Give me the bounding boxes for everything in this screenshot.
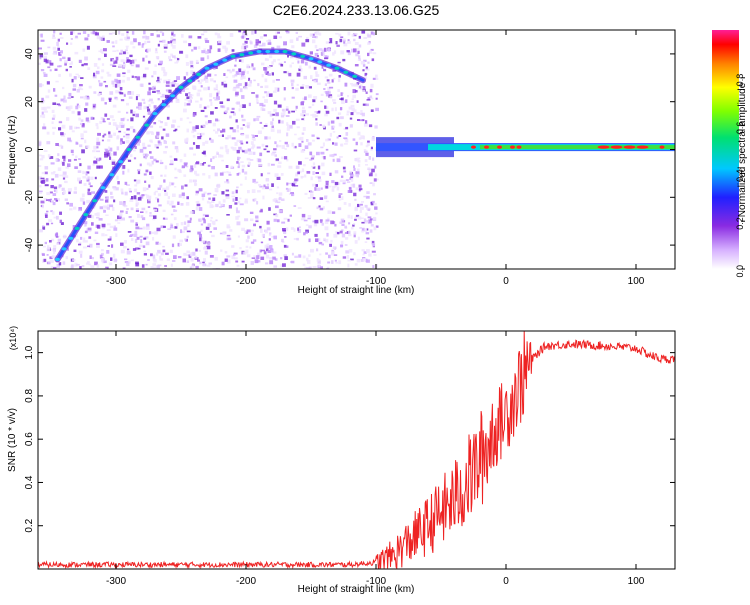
snr-xtick-label: 100	[628, 576, 645, 587]
snr-panel: -300 -200 -100 0 100 0.2 0.4 0.6 0.8 1.0 Height o…	[7, 326, 676, 595]
carrier-peaks	[471, 145, 665, 149]
spectrogram-xlabel: Height of straight line (km)	[298, 285, 415, 296]
snr-plot-area	[38, 331, 675, 569]
snr-xlabel: Height of straight line (km)	[298, 584, 415, 595]
spectrogram-ytick-label: -40	[24, 237, 35, 252]
spectrogram-xtick-label: 100	[628, 276, 645, 287]
snr-trace	[38, 331, 675, 569]
spectrogram-xtick-label: -100	[366, 276, 386, 287]
spectrogram-xtick-label: -200	[236, 276, 256, 287]
snr-ytick-label: 1.0	[24, 345, 35, 359]
snr-xtick-label: 0	[503, 576, 509, 587]
colorbar-gradient	[712, 30, 739, 269]
snr-xtick-label: -200	[236, 576, 256, 587]
spectrogram-image	[38, 30, 675, 269]
snr-scale-label: (x10⁴)	[8, 326, 18, 350]
snr-ytick-label: 0.8	[24, 389, 35, 403]
snr-ytick-label: 0.6	[24, 432, 35, 446]
snr-frame	[37, 330, 676, 570]
colorbar-tick-label: 0.0	[735, 265, 745, 278]
snr-ytick-label: 0.2	[24, 518, 35, 532]
colorbar-tick-label: 0.2	[735, 217, 745, 230]
colorbar-label: Normalized spectral amplitude	[737, 82, 748, 217]
colorbar-tick-label: 0.4	[735, 169, 745, 182]
spectrogram-ylabel: Frequency (Hz)	[7, 116, 18, 185]
snr-axes: -300 -200 -100 0 100 0.2 0.4 0.6 0.8 1.0	[24, 331, 675, 587]
spectrogram-ytick-label: 20	[24, 96, 35, 108]
colorbar-tick-label: 0.8	[735, 74, 745, 87]
snr-xtick-label: -300	[106, 576, 126, 587]
noise-texture	[38, 30, 379, 269]
spectrogram-ytick-label: -20	[24, 190, 35, 205]
spectrogram-xtick-label: -300	[106, 276, 126, 287]
carrier-band-inner	[480, 145, 675, 150]
colorbar-axes: 0.0 0.2 0.4 0.6 0.8	[735, 74, 745, 278]
spectrogram-xtick-label: 0	[503, 276, 509, 287]
snr-ylabel: SNR (10 * v/v)	[7, 408, 18, 472]
spectrogram-ytick-label: 40	[24, 48, 35, 60]
colorbar-tick-label: 0.6	[735, 122, 745, 135]
snr-ytick-label: 0.4	[24, 475, 35, 489]
figure-title: C2E6.2024.233.13.06.G25	[273, 2, 440, 18]
spectrogram-ytick-label: 0	[24, 146, 35, 152]
doppler-arc-highlights	[55, 49, 358, 261]
colorbar: 0.0 0.2 0.4 0.6 0.8 Normalized spectral ampl…	[712, 30, 748, 278]
snr-xtick-label: -100	[366, 576, 386, 587]
